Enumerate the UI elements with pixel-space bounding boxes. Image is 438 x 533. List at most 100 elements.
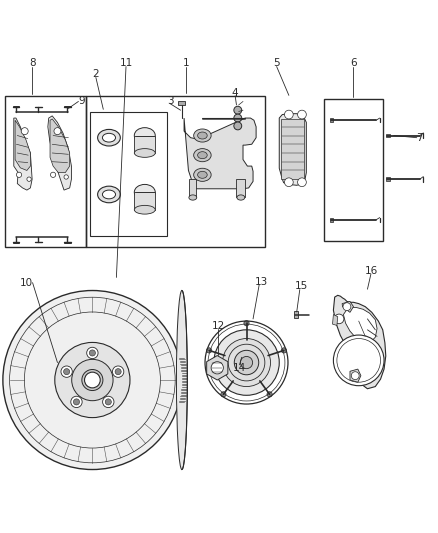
Circle shape: [214, 330, 279, 395]
Ellipse shape: [134, 128, 155, 143]
Polygon shape: [48, 116, 71, 190]
Ellipse shape: [98, 186, 120, 203]
Circle shape: [74, 399, 80, 405]
Circle shape: [115, 369, 121, 375]
Bar: [330, 118, 333, 122]
Polygon shape: [189, 179, 196, 197]
Circle shape: [333, 335, 384, 386]
Bar: [86, 96, 265, 247]
Circle shape: [3, 290, 182, 470]
Bar: [324, 99, 383, 241]
Text: 10: 10: [19, 278, 32, 288]
Bar: [293, 311, 298, 318]
Circle shape: [285, 178, 293, 187]
Circle shape: [285, 110, 293, 119]
Polygon shape: [333, 295, 386, 389]
Bar: [178, 101, 185, 106]
Circle shape: [234, 350, 259, 375]
Polygon shape: [237, 179, 245, 197]
Circle shape: [206, 348, 212, 353]
Circle shape: [281, 348, 286, 353]
Circle shape: [85, 372, 100, 388]
Circle shape: [21, 128, 28, 135]
Circle shape: [343, 303, 351, 311]
Circle shape: [50, 172, 56, 177]
Text: 11: 11: [120, 59, 133, 68]
Circle shape: [234, 106, 242, 114]
Text: 3: 3: [167, 95, 173, 106]
Ellipse shape: [237, 195, 245, 200]
Ellipse shape: [134, 205, 155, 214]
Ellipse shape: [102, 190, 116, 199]
Polygon shape: [134, 135, 155, 153]
Circle shape: [234, 122, 242, 130]
Polygon shape: [207, 356, 228, 380]
Text: 2: 2: [92, 69, 99, 79]
Circle shape: [297, 110, 306, 119]
Circle shape: [71, 396, 82, 408]
Circle shape: [297, 178, 306, 187]
Ellipse shape: [134, 184, 155, 200]
Text: 12: 12: [212, 321, 225, 332]
Circle shape: [223, 338, 271, 386]
Text: 13: 13: [255, 277, 268, 287]
Circle shape: [102, 396, 114, 408]
Bar: [330, 218, 333, 222]
Circle shape: [54, 128, 61, 135]
Polygon shape: [15, 120, 30, 171]
Text: 9: 9: [78, 95, 85, 106]
Polygon shape: [332, 314, 338, 326]
Ellipse shape: [177, 290, 187, 470]
Polygon shape: [350, 369, 361, 382]
Text: 6: 6: [350, 59, 357, 68]
Text: 8: 8: [29, 59, 35, 68]
Circle shape: [82, 369, 103, 391]
Circle shape: [221, 392, 226, 397]
Text: 14: 14: [233, 363, 246, 373]
Circle shape: [64, 369, 70, 375]
Circle shape: [240, 357, 253, 369]
Text: 1: 1: [183, 59, 190, 68]
Ellipse shape: [198, 152, 207, 159]
Circle shape: [351, 372, 359, 379]
Ellipse shape: [134, 149, 155, 157]
Polygon shape: [343, 308, 377, 343]
Circle shape: [211, 362, 223, 374]
Text: 16: 16: [364, 266, 378, 276]
Ellipse shape: [189, 195, 197, 200]
Circle shape: [234, 114, 242, 122]
Bar: [386, 134, 390, 138]
Polygon shape: [134, 192, 155, 210]
Circle shape: [16, 172, 21, 177]
Bar: [386, 177, 390, 181]
Ellipse shape: [198, 132, 207, 139]
Ellipse shape: [198, 171, 207, 179]
Ellipse shape: [98, 130, 120, 146]
Text: 7: 7: [417, 133, 423, 143]
Circle shape: [87, 348, 98, 359]
Circle shape: [89, 350, 95, 356]
Circle shape: [113, 366, 124, 377]
Text: 4: 4: [232, 88, 238, 98]
Ellipse shape: [194, 149, 211, 161]
Circle shape: [64, 175, 68, 179]
Polygon shape: [50, 119, 70, 173]
Polygon shape: [342, 302, 353, 312]
Polygon shape: [14, 118, 32, 190]
Circle shape: [105, 399, 111, 405]
Text: 5: 5: [273, 59, 280, 68]
Circle shape: [244, 321, 249, 326]
Ellipse shape: [194, 168, 211, 181]
Polygon shape: [279, 114, 306, 185]
Circle shape: [72, 359, 113, 401]
Circle shape: [267, 392, 272, 397]
Circle shape: [55, 342, 130, 418]
Circle shape: [334, 314, 344, 324]
Ellipse shape: [102, 133, 116, 142]
Circle shape: [61, 366, 72, 377]
Ellipse shape: [194, 129, 211, 142]
Circle shape: [27, 177, 31, 181]
Bar: [90, 111, 166, 236]
Polygon shape: [184, 118, 256, 189]
Polygon shape: [281, 119, 304, 179]
